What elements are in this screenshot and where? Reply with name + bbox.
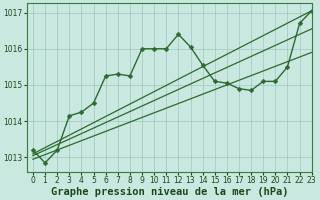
X-axis label: Graphe pression niveau de la mer (hPa): Graphe pression niveau de la mer (hPa) bbox=[51, 186, 288, 197]
